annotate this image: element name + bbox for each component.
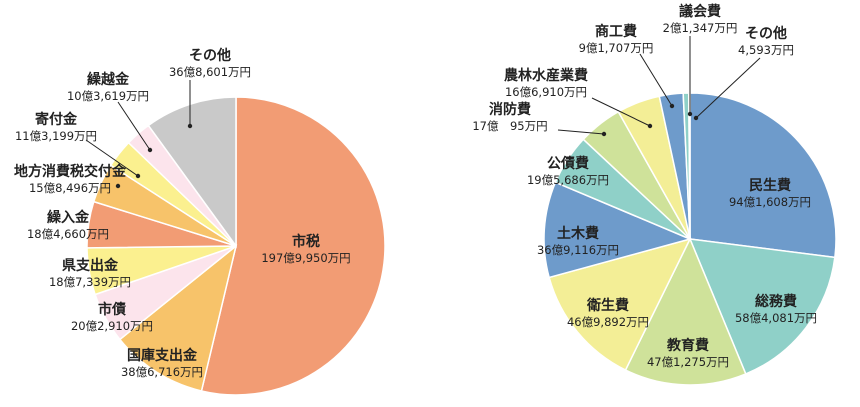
revenue-label-name-6: 寄付金: [35, 111, 78, 128]
expenditure-slice-2: [624, 237, 747, 386]
expenditure-label-name-3: 衛生費: [586, 297, 629, 314]
expenditure-leader-dot-7: [647, 123, 653, 129]
revenue-label-value-5: 15億8,496万円: [29, 181, 111, 195]
expenditure-slice-0: [689, 92, 837, 259]
expenditure-label-value-4: 36億9,116万円: [537, 243, 619, 257]
revenue-label-name-8: その他: [189, 47, 231, 64]
revenue-label-value-6: 11億3,199万円: [15, 129, 97, 143]
expenditure-label-value-5: 19億5,686万円: [527, 173, 609, 187]
revenue-label-value-7: 10億3,619万円: [67, 89, 149, 103]
expenditure-slice-1: [688, 238, 836, 375]
expenditure-leader-6: [557, 129, 605, 135]
revenue-label-value-3: 18億7,339万円: [49, 275, 131, 289]
expenditure-slice-4: [543, 181, 693, 279]
revenue-leader-7: [117, 101, 151, 151]
expenditure-label-name-9: 議会費: [679, 3, 721, 20]
expenditure-leader-8: [639, 53, 673, 107]
revenue-label-value-8: 36億8,601万円: [169, 65, 251, 79]
expenditure-leader-7: [591, 97, 651, 127]
revenue-leader-dot-5: [115, 183, 121, 189]
expenditure-label-name-1: 総務費: [755, 293, 797, 310]
expenditure-label-value-3: 46億9,892万円: [567, 315, 649, 329]
revenue-slice-1: [118, 244, 238, 392]
expenditure-label-name-7: 農林水産業費: [504, 67, 588, 84]
revenue-label-name-1: 国庫支出金: [127, 347, 198, 364]
revenue-label-value-0: 197億9,950万円: [261, 251, 350, 265]
revenue-leader-dot-8: [187, 123, 193, 129]
expenditure-label-name-6: 消防費: [489, 101, 531, 118]
revenue-label-name-7: 繰越金: [87, 71, 130, 88]
expenditure-label-name-10: その他: [745, 25, 787, 42]
revenue-label-value-1: 38億6,716万円: [121, 365, 203, 379]
expenditure-label-name-0: 民生費: [749, 177, 791, 194]
revenue-label-value-4: 18億4,660万円: [27, 227, 109, 241]
expenditure-label-value-6: 17億 95万円: [472, 119, 547, 133]
revenue-leader-dot-6: [135, 173, 141, 179]
expenditure-leader-dot-9: [687, 111, 693, 117]
expenditure-label-value-7: 16億6,910万円: [505, 85, 587, 99]
expenditure-slice-3: [548, 237, 692, 371]
expenditure-leader-dot-6: [601, 131, 607, 137]
expenditure-label-name-8: 商工費: [595, 23, 637, 40]
revenue-label-value-2: 20億2,910万円: [71, 319, 153, 333]
revenue-leader-dot-7: [147, 147, 153, 153]
revenue-slice-0: [200, 96, 386, 396]
revenue-label-name-4: 繰入金: [47, 209, 90, 226]
expenditure-label-value-1: 58億4,081万円: [735, 311, 817, 325]
expenditure-label-value-8: 9億1,707万円: [579, 41, 654, 55]
expenditure-label-name-5: 公債費: [547, 155, 589, 172]
expenditure-label-value-9: 2億1,347万円: [663, 21, 738, 35]
revenue-label-name-5: 地方消費税交付金: [14, 163, 127, 180]
revenue-label-name-0: 市税: [292, 233, 320, 250]
expenditure-leader-dot-8: [669, 103, 675, 109]
expenditure-label-value-10: 4,593万円: [738, 43, 794, 57]
revenue-label-name-2: 市債: [98, 301, 126, 318]
revenue-label-name-3: 県支出金: [62, 257, 119, 274]
expenditure-label-value-0: 94億1,608万円: [729, 195, 811, 209]
expenditure-leader-10: [695, 57, 761, 119]
expenditure-leader-dot-10: [693, 115, 699, 121]
expenditure-label-name-4: 土木費: [557, 225, 599, 242]
expenditure-label-value-2: 47億1,275万円: [647, 355, 729, 369]
revenue-leader-6: [85, 139, 139, 177]
expenditure-label-name-2: 教育費: [667, 337, 709, 354]
